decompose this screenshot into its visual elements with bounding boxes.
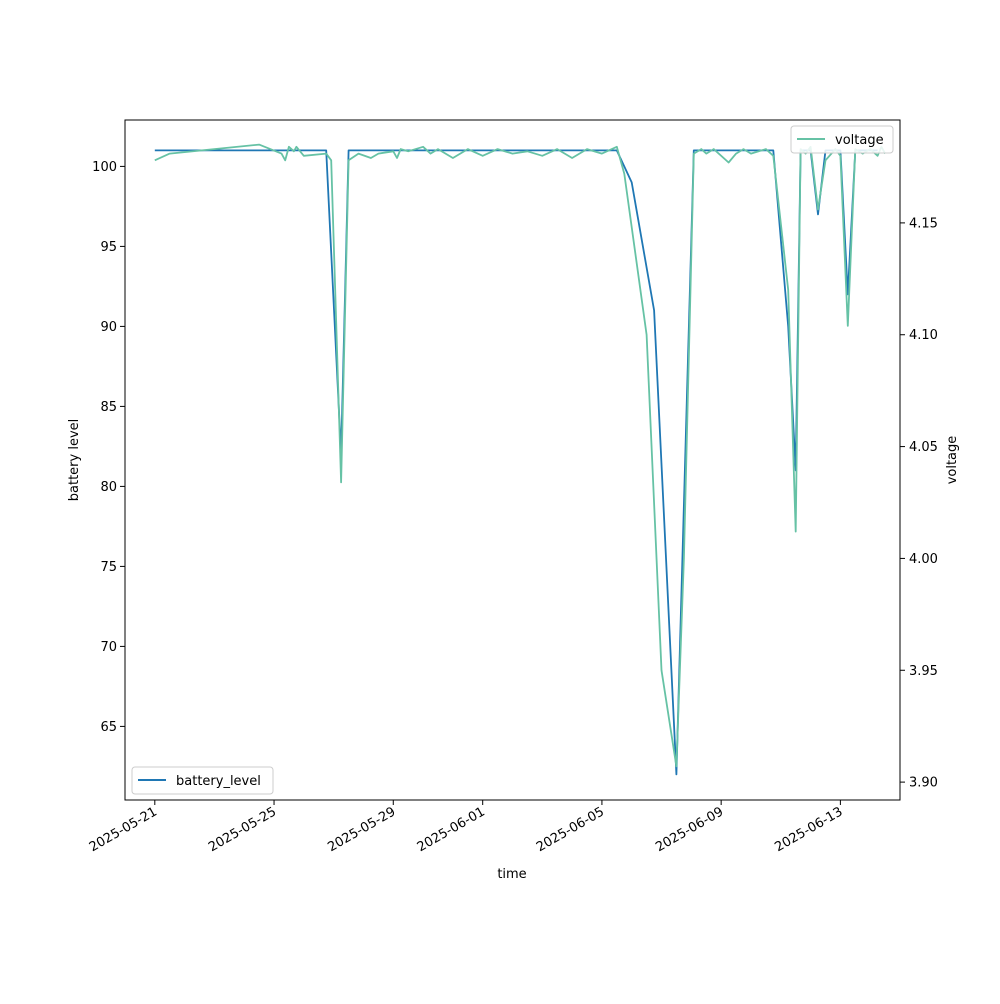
y-right-tick-label: 4.15 (909, 216, 938, 231)
y-right-tick-label: 4.05 (909, 440, 938, 455)
y-left-tick-label: 85 (100, 400, 117, 415)
y-left-tick-label: 80 (100, 480, 117, 495)
y-left-tick-label: 90 (100, 320, 117, 335)
y-right-tick-label: 4.00 (909, 552, 938, 567)
x-axis-label: time (497, 867, 526, 882)
y-left-tick-label: 65 (100, 720, 117, 735)
y-axis-left-label: battery level (67, 419, 82, 502)
y-axis-right-ticks: 3.90 3.95 4.00 4.05 4.10 4.15 (900, 216, 938, 791)
legend-battery-level-box (131, 766, 274, 795)
legend-voltage: voltage (790, 125, 894, 154)
y-axis-right-label: voltage (945, 436, 960, 485)
y-left-tick-label: 100 (92, 160, 117, 175)
plot-frame (124, 119, 901, 801)
legend-battery-level: battery_level (131, 766, 274, 795)
y-left-tick-label: 70 (100, 640, 117, 655)
y-left-tick-label: 75 (100, 560, 117, 575)
legend-battery-level-label: battery_level (176, 774, 261, 789)
y-left-tick-label: 95 (100, 240, 117, 255)
legend-voltage-label: voltage (835, 133, 884, 148)
y-right-tick-label: 3.90 (909, 776, 938, 791)
y-axis-left-ticks: 65 70 75 80 85 90 95 100 (92, 160, 125, 735)
legend-voltage-box (790, 125, 894, 154)
y-right-tick-label: 4.10 (909, 328, 938, 343)
series-line-voltage (154, 143, 886, 768)
y-right-tick-label: 3.95 (909, 664, 938, 679)
